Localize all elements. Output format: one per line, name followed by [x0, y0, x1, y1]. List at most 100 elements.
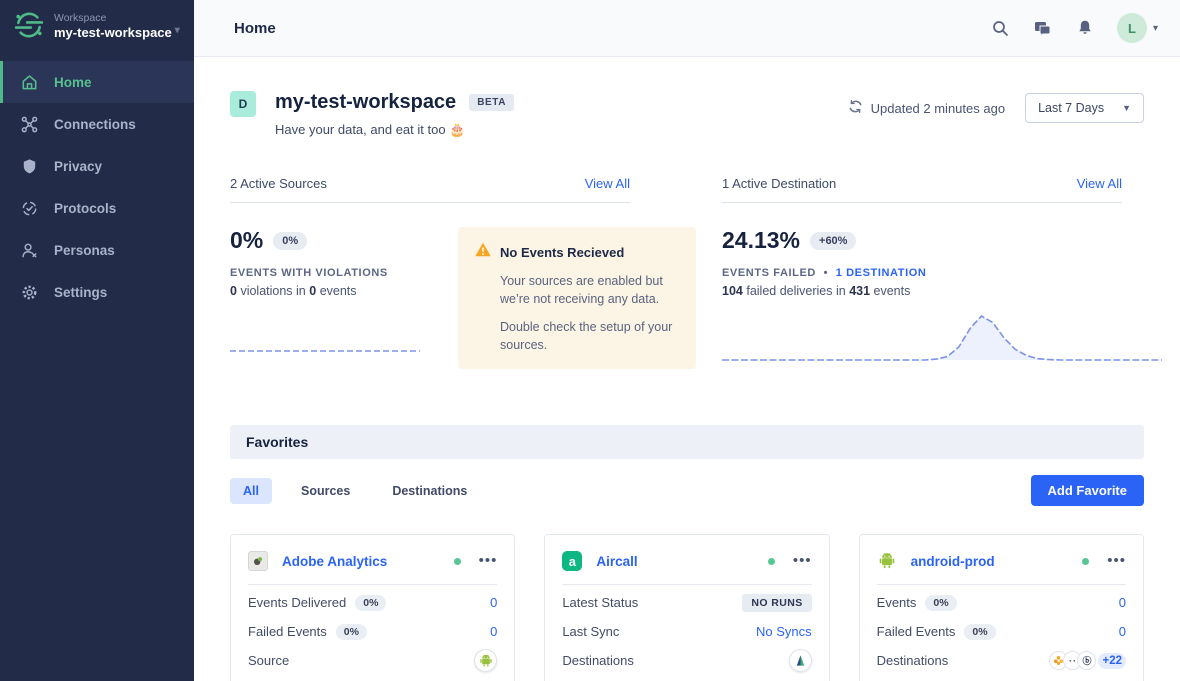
card-row: Events 0% 0: [876, 594, 1126, 611]
favorites-header-bar: Favorites: [230, 425, 1144, 459]
sidebar-item-connections[interactable]: Connections: [0, 103, 194, 145]
android-logo-icon: [877, 551, 897, 571]
add-favorite-button[interactable]: Add Favorite: [1030, 475, 1144, 506]
status-dot: [767, 557, 775, 565]
settings-gear-icon: [20, 283, 39, 302]
tab-destinations[interactable]: Destinations: [392, 483, 468, 498]
sidebar-item-label: Connections: [54, 116, 136, 132]
card-row: Failed Events 0% 0: [876, 623, 1126, 640]
sources-sparkline: [230, 342, 420, 354]
card-menu-icon[interactable]: •••: [1107, 552, 1126, 569]
workspace-title: my-test-workspace: [275, 91, 457, 113]
card-row: Source: [248, 649, 498, 672]
card-row: Destinations: [562, 649, 812, 672]
events-failed-stat-detail: 104 failed deliveries in 431 events: [722, 284, 911, 298]
card-row: Events Delivered 0% 0: [248, 594, 498, 611]
favorite-card-android-prod: android-prod ••• Events 0% 0 Failed Even…: [858, 534, 1144, 681]
card-row: Latest Status NO RUNS: [562, 591, 812, 614]
card-row: Failed Events 0% 0: [248, 623, 498, 640]
segment-logo-icon: [14, 10, 44, 45]
failed-events-value[interactable]: 0: [490, 624, 498, 639]
chat-icon[interactable]: [1033, 18, 1053, 38]
violations-stat-label: EVENTS WITH VIOLATIONS: [230, 267, 388, 279]
user-avatar[interactable]: L: [1116, 13, 1147, 43]
workspace-label: Workspace: [54, 12, 107, 24]
card-title-link[interactable]: Aircall: [596, 553, 638, 569]
violations-percent: 0%: [230, 227, 264, 253]
violations-stat-detail: 0 violations in 0 events: [230, 284, 357, 298]
favorites-cards: Adobe Analytics ••• Events Delivered 0% …: [230, 534, 1144, 681]
favorites-controls: All Sources Destinations Add Favorite: [230, 475, 1144, 506]
search-icon[interactable]: [991, 18, 1011, 38]
status-dot: [1082, 557, 1090, 565]
android-logo-icon[interactable]: [474, 649, 498, 672]
events-failed-stat-label: EVENTS FAILED • 1 DESTINATION: [722, 267, 927, 279]
sidebar-item-privacy[interactable]: Privacy: [0, 145, 194, 187]
active-destination-label: 1 Active Destination: [722, 176, 837, 191]
favorite-card-adobe-analytics: Adobe Analytics ••• Events Delivered 0% …: [230, 534, 516, 681]
workspace-avatar: D: [230, 91, 256, 117]
percent-badge: 0%: [335, 623, 367, 640]
card-menu-icon[interactable]: •••: [792, 552, 812, 569]
sidebar-item-label: Home: [54, 74, 92, 90]
workspace-caret-icon[interactable]: ▾: [174, 25, 180, 37]
refresh-control[interactable]: Updated 2 minutes ago: [848, 99, 1005, 117]
sidebar-nav: Home Connections Privacy: [0, 61, 194, 313]
page-title: Home: [234, 19, 276, 37]
events-failed-percent: 24.13%: [722, 227, 801, 253]
favorite-card-aircall: a Aircall ••• Latest Status NO RUNS Last…: [544, 534, 830, 681]
sidebar-item-protocols[interactable]: Protocols: [0, 187, 194, 229]
refresh-icon: [848, 99, 863, 117]
card-menu-icon[interactable]: •••: [478, 552, 498, 569]
workspace-switcher[interactable]: Workspace my-test-workspace ▾: [0, 0, 194, 59]
overview-section: 2 Active Sources View All 0% 0% EVENTS W…: [230, 176, 1162, 369]
workspace-header: D my-test-workspace BETA Have your data,…: [230, 91, 1144, 138]
warning-body-2: Double check the setup of your sources.: [500, 320, 673, 352]
sidebar-item-label: Settings: [54, 284, 108, 300]
percent-badge: 0%: [925, 594, 957, 611]
favorites-title: Favorites: [246, 434, 309, 450]
protocols-icon: [20, 199, 39, 218]
b-logo-icon: ⓑ: [1077, 651, 1097, 670]
tab-sources[interactable]: Sources: [300, 483, 351, 498]
privacy-shield-icon: [20, 157, 39, 176]
destinations-overflow-count[interactable]: +22: [1098, 652, 1126, 669]
topbar: Home L ▾: [194, 0, 1180, 57]
aircall-logo-icon: a: [562, 551, 583, 571]
destination-view-all-link[interactable]: View All: [1076, 176, 1122, 191]
last-sync-link[interactable]: No Syncs: [756, 624, 812, 639]
destination-count-link[interactable]: 1 DESTINATION: [835, 267, 927, 279]
card-title-link[interactable]: Adobe Analytics: [282, 553, 388, 569]
card-row: Destinations ·· ⓑ +22: [877, 649, 1126, 672]
updated-text: Updated 2 minutes ago: [870, 100, 1006, 116]
workspace-name: my-test-workspace ▾: [54, 25, 180, 41]
connections-icon: [20, 115, 39, 134]
sidebar-item-home[interactable]: Home: [0, 61, 194, 103]
aircall-destination-logo-icon[interactable]: [788, 649, 812, 672]
user-menu-caret-icon: ▾: [1152, 22, 1158, 34]
sidebar-item-settings[interactable]: Settings: [0, 271, 194, 313]
active-sources-label: 2 Active Sources: [230, 176, 327, 191]
workspace-subtitle: Have your data, and eat it too 🎂: [275, 122, 466, 137]
date-range-select[interactable]: Last 7 Days ▼: [1025, 93, 1144, 123]
events-value[interactable]: 0: [1118, 595, 1126, 610]
sidebar-item-personas[interactable]: Personas: [0, 229, 194, 271]
home-icon: [20, 73, 39, 92]
sidebar-item-label: Protocols: [54, 200, 117, 216]
notifications-bell-icon[interactable]: [1075, 18, 1095, 38]
sources-view-all-link[interactable]: View All: [584, 176, 630, 191]
status-dot: [453, 557, 461, 565]
events-delivered-value[interactable]: 0: [490, 595, 498, 610]
personas-icon: [20, 241, 39, 260]
percent-badge: 0%: [964, 623, 996, 640]
card-title-link[interactable]: android-prod: [910, 553, 995, 569]
no-events-warning-card: No Events Recieved Your sources are enab…: [458, 227, 696, 369]
tab-all[interactable]: All: [230, 477, 272, 504]
percent-badge: 0%: [355, 594, 387, 611]
chevron-down-icon: ▼: [1122, 103, 1131, 113]
destinations-icon-cluster[interactable]: ·· ⓑ +22: [1049, 651, 1126, 670]
user-menu[interactable]: L ▾: [1116, 13, 1158, 43]
failed-events-value[interactable]: 0: [1118, 624, 1126, 639]
events-failed-delta-badge: +60%: [810, 231, 857, 250]
destination-overview: 1 Active Destination View All 24.13% +60…: [722, 176, 1162, 369]
